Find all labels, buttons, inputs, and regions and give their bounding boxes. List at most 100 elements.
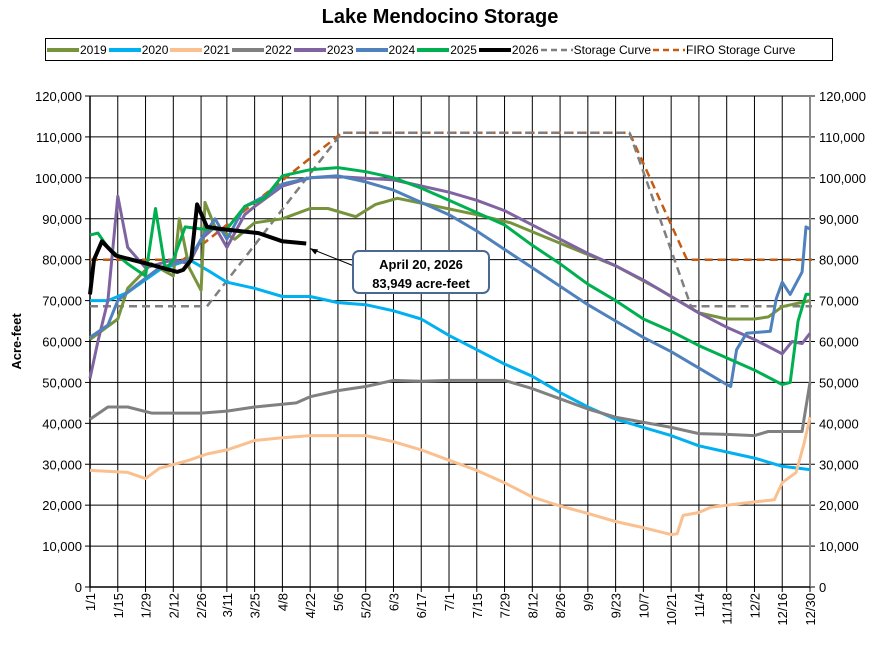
x-tick-label: 11/18: [720, 593, 735, 625]
legend-item: 2025: [416, 43, 477, 57]
annotation-arrow: [310, 248, 355, 267]
legend-item: 2026: [478, 43, 539, 57]
series-line-2025: [89, 166, 810, 386]
x-tick-label: 2/12: [166, 593, 181, 618]
y-tick-label: 90,000: [42, 212, 82, 227]
series-line-2021: [89, 416, 812, 537]
y2-tick-label: 120,000: [819, 89, 866, 104]
series-line-2020: [90, 258, 811, 472]
x-tick-label: 6/3: [386, 593, 401, 611]
y2-tick-label: 80,000: [819, 253, 859, 268]
y-tick-label: 50,000: [42, 375, 82, 390]
series-line-2024: [89, 174, 811, 388]
y2-tick-label: 100,000: [819, 171, 866, 186]
y2-tick-label: 30,000: [819, 457, 859, 472]
x-tick-label: 12/2: [747, 593, 762, 618]
series-line-firo-storage-curve: [90, 131, 812, 261]
x-tick-label: 9/23: [609, 593, 624, 618]
y2-tick-label: 0: [819, 580, 826, 595]
x-tick-label: 9/9: [581, 593, 596, 611]
x-tick-label: 8/12: [525, 593, 540, 618]
x-tick-label: 2/26: [194, 593, 209, 618]
y2-tick-label: 40,000: [819, 416, 859, 431]
x-tick-label: 11/4: [692, 593, 707, 617]
series-line-2022: [89, 378, 812, 438]
legend-swatch: [293, 47, 326, 52]
legend-swatch: [47, 47, 79, 52]
legend-label: 2022: [265, 42, 292, 57]
legend: 2019 2020 2021 2022 2023 2024 2025 2026 Storage …: [45, 38, 833, 61]
series-line-2026: [88, 202, 307, 295]
y-tick-label: 120,000: [35, 89, 82, 104]
y2-tick-label: 50,000: [819, 375, 859, 390]
y-tick-label: 80,000: [42, 253, 82, 268]
y-tick-label: 0: [75, 580, 82, 595]
x-tick-label: 3/11: [220, 593, 235, 617]
y2-tick-label: 70,000: [819, 294, 859, 309]
x-tick-label: 7/15: [470, 593, 485, 618]
legend-label: 2020: [141, 42, 169, 57]
y2-tick-label: 110,000: [819, 130, 865, 145]
legend-item: 2019: [46, 43, 107, 57]
legend-item: 2021: [169, 43, 230, 57]
legend-swatch: [653, 48, 685, 51]
x-tick-label: 7/29: [498, 593, 513, 618]
y-tick-label: 40,000: [42, 416, 82, 431]
x-tick-label: 7/1: [442, 593, 457, 611]
x-tick-label: 12/30: [803, 593, 818, 626]
y2-tick-label: 60,000: [819, 335, 859, 350]
x-tick-label: 8/26: [553, 593, 568, 618]
legend-swatch: [417, 47, 450, 52]
x-tick-label: 1/1: [83, 593, 98, 611]
legend-label: 2026: [511, 42, 539, 57]
legend-swatch: [355, 47, 388, 52]
y-tick-label: 20,000: [42, 498, 82, 513]
legend-label: 2025: [450, 42, 477, 57]
series-line-storage-curve: [90, 131, 812, 308]
legend-item: FIRO Storage Curve: [652, 43, 795, 57]
legend-swatch: [170, 47, 203, 52]
y-tick-label: 70,000: [42, 294, 82, 309]
x-tick-label: 10/7: [636, 593, 651, 618]
x-tick-label: 3/25: [248, 593, 263, 618]
y-tick-label: 110,000: [36, 130, 82, 145]
x-tick-label: 12/16: [775, 593, 790, 626]
x-tick-label: 1/15: [111, 593, 126, 618]
y2-tick-label: 10,000: [819, 539, 859, 554]
y-tick-label: 30,000: [42, 457, 82, 472]
annotation-callout: April 20, 2026 83,949 acre-feet: [352, 250, 490, 294]
legend-label: Storage Curve: [573, 42, 651, 57]
x-tick-label: 5/20: [359, 593, 374, 618]
legend-label: 2024: [388, 42, 416, 57]
legend-item: 2020: [108, 42, 169, 57]
legend-item: 2022: [231, 43, 292, 57]
legend-item: 2023: [293, 43, 354, 57]
annotation-date: April 20, 2026: [379, 257, 463, 272]
legend-item: Storage Curve: [540, 43, 651, 57]
x-tick-label: 4/8: [275, 593, 290, 611]
legend-label: 2021: [203, 42, 231, 57]
legend-label: 2023: [326, 42, 354, 57]
y-tick-label: 10,000: [42, 539, 82, 554]
legend-swatch: [478, 47, 511, 52]
y2-tick-label: 90,000: [819, 212, 859, 227]
annotation-arrowhead: [310, 248, 319, 255]
chart-title: Lake Mendocino Storage: [321, 6, 559, 28]
legend-swatch: [108, 47, 141, 52]
annotation-value: 83,949 acre-feet: [372, 276, 470, 291]
x-tick-label: 5/6: [331, 593, 346, 611]
y2-tick-label: 20,000: [819, 498, 859, 513]
y-tick-label: 100,000: [35, 171, 82, 186]
y-axis-label: Acre-feet: [9, 313, 24, 370]
legend-swatch: [540, 48, 573, 51]
legend-label: FIRO Storage Curve: [686, 42, 796, 57]
y-tick-label: 60,000: [42, 335, 82, 350]
x-tick-label: 10/21: [664, 593, 679, 626]
x-tick-label: 1/29: [139, 593, 154, 618]
legend-item: 2024: [355, 42, 416, 57]
x-tick-label: 6/17: [414, 593, 429, 618]
legend-label: 2019: [80, 42, 107, 57]
legend-swatch: [232, 47, 265, 52]
